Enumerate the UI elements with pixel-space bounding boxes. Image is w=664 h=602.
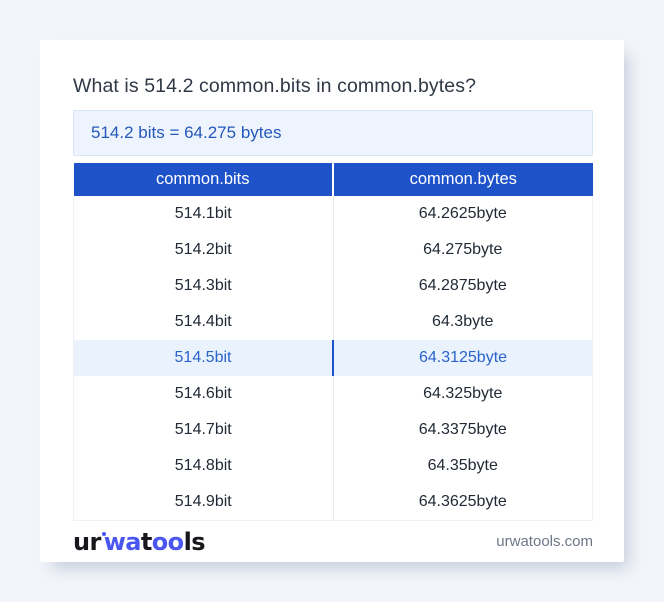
conversion-result-text: 514.2 bits = 64.275 bytes [91,123,282,142]
bytes-cell: 64.3375byte [332,412,593,448]
logo-text-segment: oo [151,527,184,556]
site-logo[interactable]: ur watools [73,528,205,556]
bits-cell: 514.5bit [73,340,333,376]
conversion-result-box: 514.2 bits = 64.275 bytes [73,110,593,156]
bits-cell: 514.7bit [73,412,333,448]
bytes-cell: 64.2875byte [332,268,593,304]
table-row: 514.1bit 64.2625byte [73,196,593,232]
site-url: urwatools.com [496,533,593,550]
bits-cell: 514.9bit [73,484,333,521]
bytes-cell: 64.2625byte [332,196,593,232]
card-footer: ur watools urwatools.com [73,528,593,556]
bits-cell: 514.8bit [73,448,333,484]
table-row: 514.4bit 64.3byte [73,304,593,340]
converter-card: What is 514.2 common.bits in common.byte… [40,40,624,562]
table-row: 514.6bit 64.325byte [73,376,593,412]
bytes-cell: 64.325byte [332,376,593,412]
bytes-cell: 64.275byte [332,232,593,268]
column-header-bytes: common.bytes [332,163,593,196]
column-header-bits: common.bits [73,163,333,196]
table-row: 514.3bit 64.2875byte [73,268,593,304]
bits-cell: 514.1bit [73,196,333,232]
logo-text-segment: ur [73,527,101,556]
conversion-table: common.bits common.bytes 514.1bit 64.2625… [73,163,593,521]
table-row: 514.8bit 64.35byte [73,448,593,484]
bits-cell: 514.2bit [73,232,333,268]
table-row: 514.9bit 64.3625byte [73,484,593,521]
table-header-row: common.bits common.bytes [73,163,593,196]
table-row: 514.7bit 64.3375byte [73,412,593,448]
logo-ring-icon [101,531,106,536]
bytes-cell: 64.3byte [332,304,593,340]
bits-cell: 514.4bit [73,304,333,340]
bytes-cell: 64.35byte [332,448,593,484]
logo-text-segment: wa [103,527,142,556]
bytes-cell: 64.3625byte [332,484,593,521]
logo-text-segment: ls [183,527,206,556]
table-row: 514.5bit 64.3125byte [73,340,593,376]
conversion-table-body: 514.1bit 64.2625byte 514.2bit 64.275byte 514… [73,196,593,521]
logo-text-segment: t [140,527,152,556]
bytes-cell: 64.3125byte [332,340,593,376]
table-row: 514.2bit 64.275byte [73,232,593,268]
bits-cell: 514.6bit [73,376,333,412]
bits-cell: 514.3bit [73,268,333,304]
page-title: What is 514.2 common.bits in common.byte… [73,75,477,97]
